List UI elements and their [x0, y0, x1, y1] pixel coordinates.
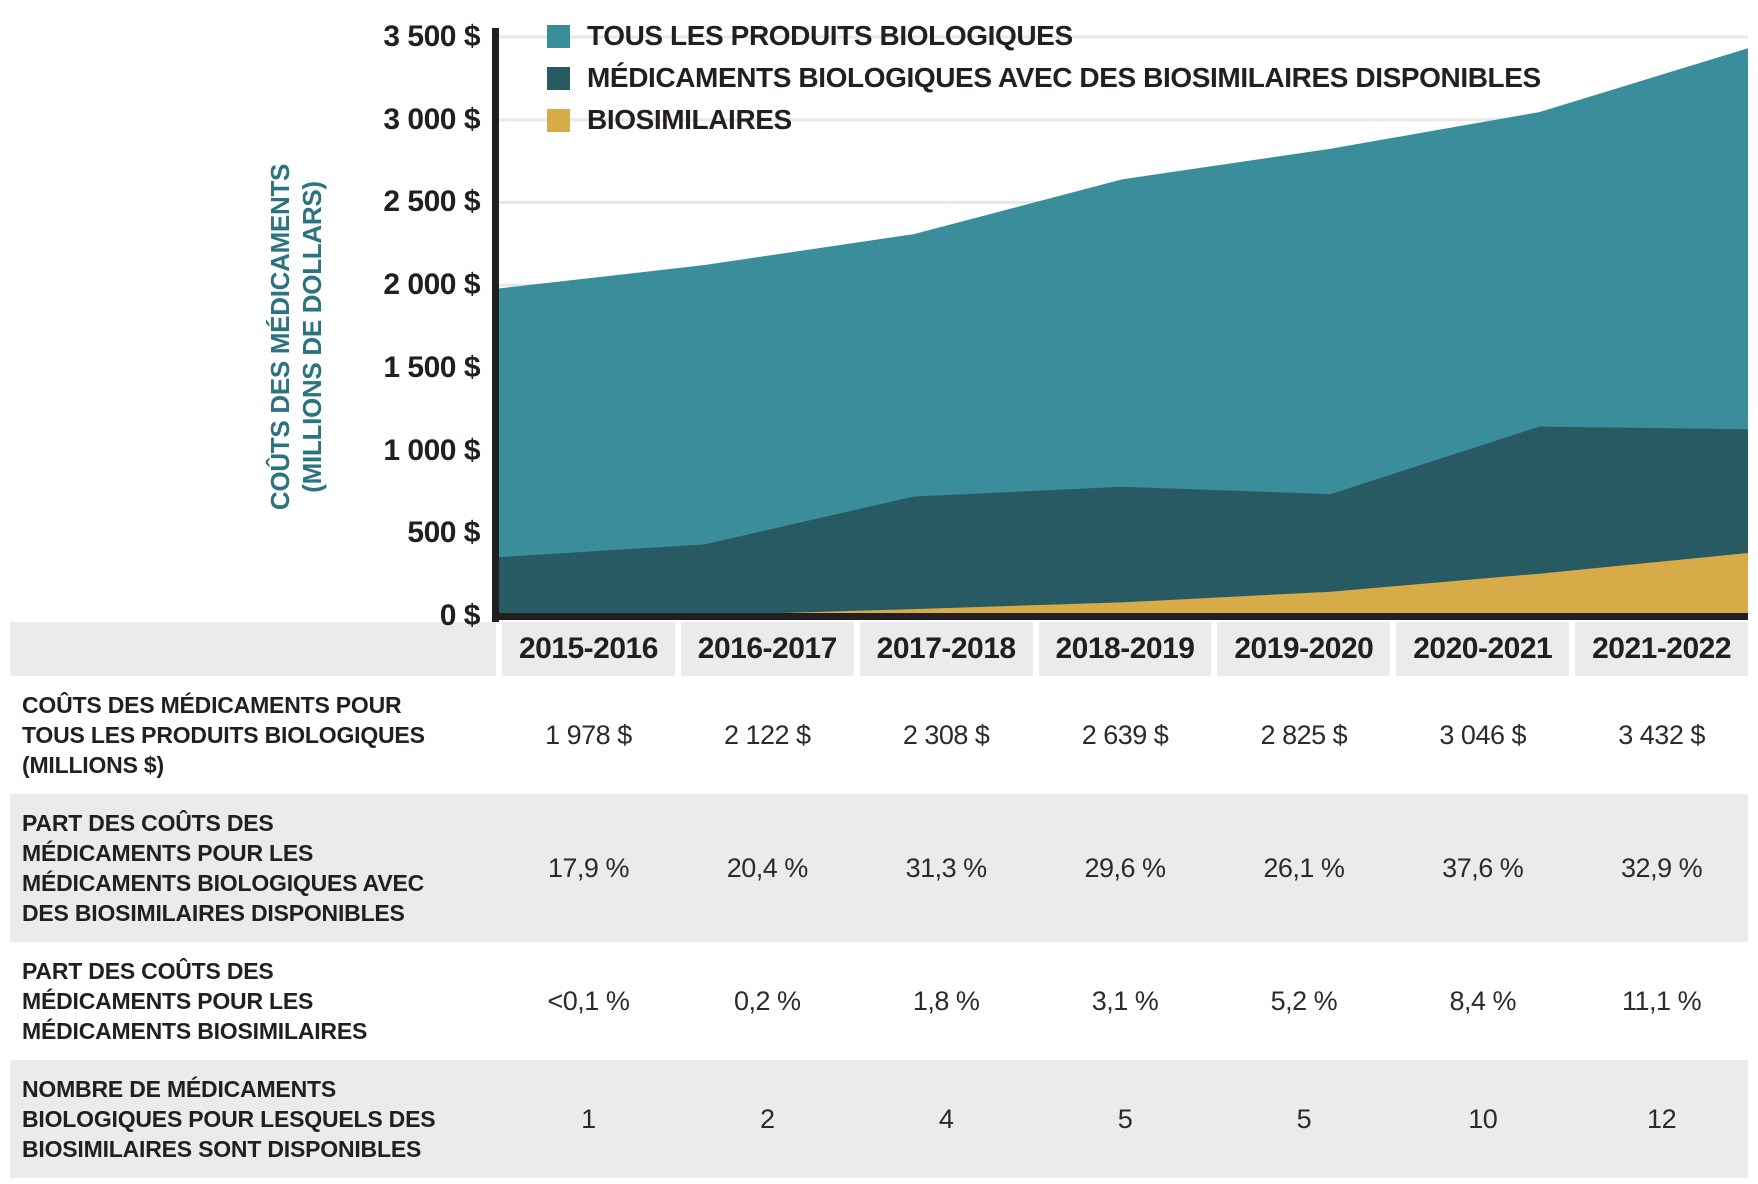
table-header-row: 2015-2016 2016-2017 2017-2018 2018-2019 2019… [10, 622, 1748, 676]
area-chart: COÛTS DES MÉDICAMENTS (MILLIONS DE DOLLA… [264, 20, 1748, 632]
legend-swatch-total [547, 24, 570, 48]
cell-r1-c1: 1 978 $ [545, 719, 632, 750]
legend-item-with-biosimilars: MÉDICAMENTS BIOLOGIQUES AVEC DES BIOSIMI… [547, 62, 1541, 94]
cell-r2-c6: 37,6 % [1442, 852, 1524, 883]
legend-label-with-biosimilars: MÉDICAMENTS BIOLOGIQUES AVEC DES BIOSIMI… [587, 62, 1541, 93]
column-header-2015-2016: 2015-2016 [502, 622, 675, 676]
y-axis-title-line2: (MILLIONS DE DOLLARS) [297, 181, 327, 493]
legend-item-biosimilars: BIOSIMILAIRES [547, 104, 1541, 136]
cell-r4-c2: 2 [760, 1103, 775, 1134]
cell-r4-c4: 5 [1117, 1103, 1133, 1134]
y-axis-title: COÛTS DES MÉDICAMENTS (MILLIONS DE DOLLA… [264, 164, 328, 510]
legend-swatch-biosimilars [547, 108, 570, 132]
cell-r3-c2: 0,2 % [734, 985, 801, 1016]
cell-r3-c3: 1,8 % [912, 985, 980, 1016]
column-header-2016-2017: 2016-2017 [680, 622, 854, 676]
cell-r1-c6: 3 046 $ [1439, 719, 1526, 750]
table-row-1: COÛTS DES MÉDICAMENTS POUR TOUS LES PROD… [10, 676, 1748, 794]
cell-r4-c5: 5 [1296, 1103, 1312, 1134]
table-row-3: PART DES COÛTS DES MÉDICAMENTS POUR LES … [10, 942, 1748, 1060]
table-row-4: NOMBRE DE MÉDICAMENTS BIOLOGIQUES POUR L… [10, 1060, 1748, 1178]
cell-r3-c7: 11,1 % [1622, 985, 1702, 1016]
row-label-4: NOMBRE DE MÉDICAMENTS BIOLOGIQUES POUR L… [22, 1076, 436, 1162]
cell-r2-c2: 20,4 % [726, 852, 809, 883]
cell-r2-c3: 31,3 % [905, 852, 988, 883]
chart-canvas [492, 28, 1748, 622]
column-header-2021-2022: 2021-2022 [1575, 622, 1748, 676]
cell-r3-c5: 5,2 % [1270, 985, 1338, 1016]
cell-r3-c1: <0,1 % [547, 985, 630, 1016]
table-row-2: PART DES COÛTS DES MÉDICAMENTS POUR LES … [10, 794, 1748, 942]
y-axis-line [492, 28, 499, 622]
cell-r1-c2: 2 122 $ [723, 719, 811, 750]
cell-r2-c5: 26,1 % [1263, 852, 1345, 883]
cell-r1-c3: 2 308 $ [902, 719, 990, 750]
table-body: COÛTS DES MÉDICAMENTS POUR TOUS LES PROD… [10, 676, 1748, 1178]
y-axis-title-line1: COÛTS DES MÉDICAMENTS [265, 163, 295, 511]
chart-legend: TOUS LES PRODUITS BIOLOGIQUES MÉDICAMENT… [547, 20, 1541, 136]
header-label-spacer [10, 622, 496, 676]
cell-r2-c4: 29,6 % [1084, 852, 1166, 883]
area-biosimilars [496, 553, 1748, 616]
cell-r4-c3: 4 [938, 1103, 954, 1134]
cell-r2-c7: 32,9 % [1621, 852, 1703, 883]
cell-r1-c5: 2 825 $ [1260, 719, 1348, 750]
legend-label-biosimilars: BIOSIMILAIRES [587, 104, 792, 135]
area-biologics-with-biosimilars [496, 426, 1748, 616]
cell-r3-c6: 8,4 % [1449, 985, 1516, 1016]
cell-r3-c4: 3,1 % [1091, 985, 1159, 1016]
legend-swatch-with-biosimilars [547, 66, 570, 90]
cell-r4-c6: 10 [1468, 1103, 1498, 1134]
cell-r1-c7: 3 432 $ [1618, 719, 1705, 750]
row-label-3: PART DES COÛTS DES MÉDICAMENTS POUR LES … [22, 958, 368, 1044]
column-header-2019-2020: 2019-2020 [1217, 622, 1391, 676]
x-axis-line [492, 613, 1748, 620]
cell-r4-c1: 1 [581, 1103, 596, 1134]
column-header-2020-2021: 2020-2021 [1396, 622, 1570, 676]
column-header-2018-2019: 2018-2019 [1038, 622, 1212, 676]
cell-r1-c4: 2 639 $ [1081, 719, 1169, 750]
data-table: 2015-2016 2016-2017 2017-2018 2018-2019 2019… [10, 622, 1748, 1178]
cell-r2-c1: 17,9 % [547, 852, 630, 883]
legend-label-total: TOUS LES PRODUITS BIOLOGIQUES [587, 20, 1073, 51]
legend-item-total: TOUS LES PRODUITS BIOLOGIQUES [547, 20, 1541, 52]
row-label-1: COÛTS DES MÉDICAMENTS POUR TOUS LES PROD… [22, 692, 425, 778]
cell-r4-c7: 12 [1647, 1103, 1677, 1134]
column-header-2017-2018: 2017-2018 [859, 622, 1033, 676]
row-label-2: PART DES COÛTS DES MÉDICAMENTS POUR LES … [22, 810, 425, 926]
